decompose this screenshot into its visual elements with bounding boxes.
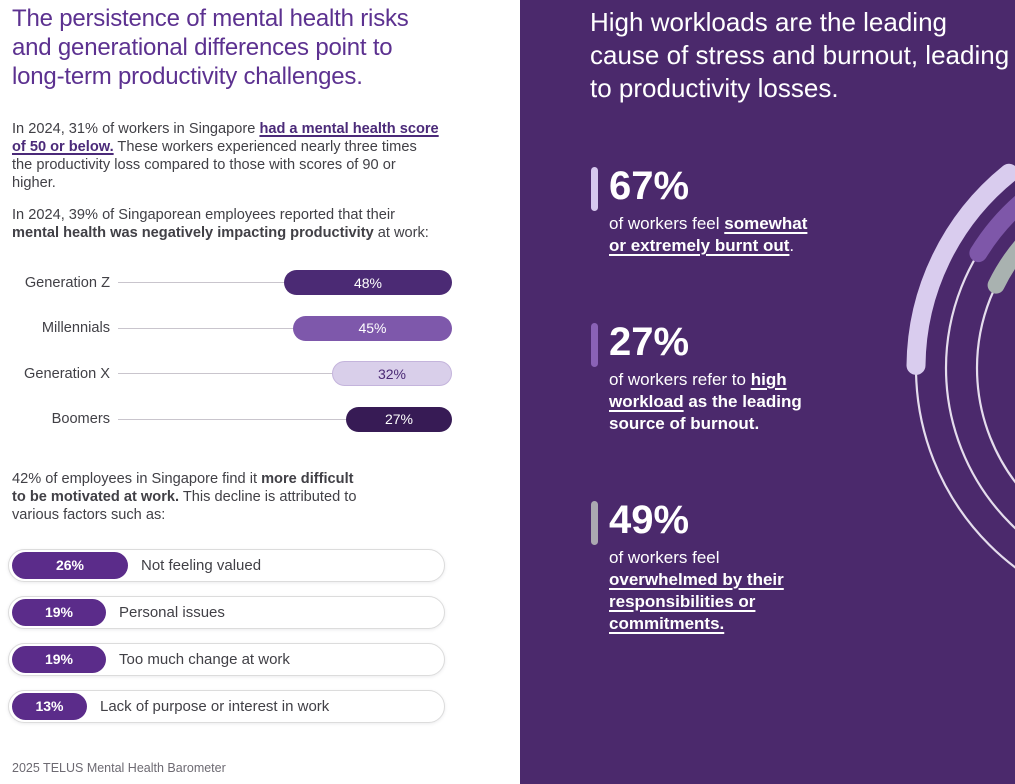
stat-text-end: . [789,236,795,255]
factor-label: Not feeling valued [141,556,262,574]
stat-link: high workload [609,370,787,411]
left-panel: The persistence of mental health risks a… [8,5,520,775]
factor-percent-pill: 19% [12,598,106,626]
bar-pill: 48% [284,270,452,295]
bar-connector-line [118,327,293,329]
decorative-arc-inner [987,240,1015,294]
right-heading: High workloads are the leading cause of … [590,7,1010,103]
intro-paragraph: In 2024, 31% of workers in Singapore had… [12,120,468,192]
factor-row: 13% Lack of purpose or interest in work [8,689,445,723]
motivation-emphasis: more difficult to be motivated at work. [12,470,354,505]
demotivation-factors-list: 26% Not feeling valued 19% Personal issu… [8,548,520,723]
motivation-text: 42% of employees in Singapore find it [12,470,262,487]
decorative-arc-outer [906,163,1015,375]
factor-percent: 26% [55,557,85,573]
stat-value: 27% [609,320,690,364]
factor-percent-pill: 26% [12,551,128,579]
stat-text: of workers feel [609,548,720,567]
source-note: 2025 TELUS Mental Health Barometer [12,761,226,775]
stat-block-overwhelmed: 49% of workers feel overwhelmed by their… [591,496,871,635]
stat-link: overwhelmed by their responsibilities or… [609,570,784,633]
bar-category-label: Generation X [24,365,110,382]
factor-row: 19% Personal issues [8,595,445,629]
generation-bar-row: Boomers 27% [12,406,452,432]
stat-accent-bar [591,323,598,367]
stat-description: of workers feel overwhelmed by their res… [609,547,819,635]
chart-intro-paragraph: In 2024, 39% of Singaporean employees re… [12,206,468,242]
factor-percent: 13% [35,698,64,714]
stat-text: of workers refer to [609,370,751,389]
generation-bar-row: Generation X 32% [12,361,452,386]
chart-intro-text: In 2024, 39% of Singaporean employees re… [12,207,395,223]
bar-pill: 27% [346,406,452,432]
bar-pill: 32% [332,361,452,386]
bar-value-label: 45% [358,320,387,336]
bar-value-label: 27% [384,411,414,427]
bar-connector-line [118,373,332,374]
factor-percent: 19% [44,651,74,667]
bar-category-label: Generation Z [24,274,110,291]
right-panel: High workloads are the leading cause of … [520,0,1015,784]
stat-description: of workers refer to high workload as the… [609,369,819,435]
chart-intro-emphasis: mental health was negatively impacting p… [12,225,374,241]
bar-connector-line [118,282,284,283]
decorative-ring-inner [975,252,1015,484]
bar-value-label: 48% [353,274,383,291]
factor-percent-pill: 13% [12,692,87,720]
factor-row: 19% Too much change at work [8,642,445,676]
generation-bar-row: Generation Z 48% [12,270,452,295]
motivation-paragraph: 42% of employees in Singapore find it mo… [12,470,468,524]
decorative-arc-middle [969,195,1015,263]
factor-percent: 19% [44,604,74,620]
generation-bar-row: Millennials 45% [12,315,452,341]
mental-health-score-link: had a mental health score of 50 or below… [12,121,439,155]
stat-block-burnout: 67% of workers feel somewhat or extremel… [591,162,871,257]
factor-label: Too much change at work [119,650,290,668]
stat-value: 49% [609,498,690,542]
stat-accent-bar [591,167,598,211]
bar-category-label: Boomers [51,411,110,427]
stat-block-workload: 27% of workers refer to high workload as… [591,318,871,435]
intro-text-continued: These workers experienced nearly three t… [12,139,417,191]
bar-category-label: Millennials [41,320,110,336]
bar-pill: 45% [293,315,452,341]
stat-accent-bar [591,501,598,545]
factor-label: Lack of purpose or interest in work [100,697,330,715]
stat-text: of workers feel [609,214,725,233]
generation-bar-chart: Generation Z 48% Millennials 45% Generat… [12,270,452,432]
chart-intro-text-end: at work: [373,225,429,241]
page-title: The persistence of mental health risks a… [12,5,409,90]
intro-text: In 2024, 31% of workers in Singapore [12,121,260,137]
factor-percent-pill: 19% [12,645,106,673]
factor-label: Personal issues [119,603,225,621]
decorative-ring-middle [944,206,1015,530]
stat-link: somewhat or extremely burnt out [609,214,808,255]
bar-value-label: 32% [377,365,407,382]
stat-value: 67% [609,164,690,208]
stat-description: of workers feel somewhat or extremely bu… [609,213,819,257]
decorative-arcs [906,163,1015,569]
stat-bold-text: as the leading source of burnout. [609,392,802,433]
motivation-text-end: This decline is attributed to various fa… [12,488,357,523]
factor-row: 26% Not feeling valued [8,548,445,582]
bar-connector-line [118,418,346,420]
